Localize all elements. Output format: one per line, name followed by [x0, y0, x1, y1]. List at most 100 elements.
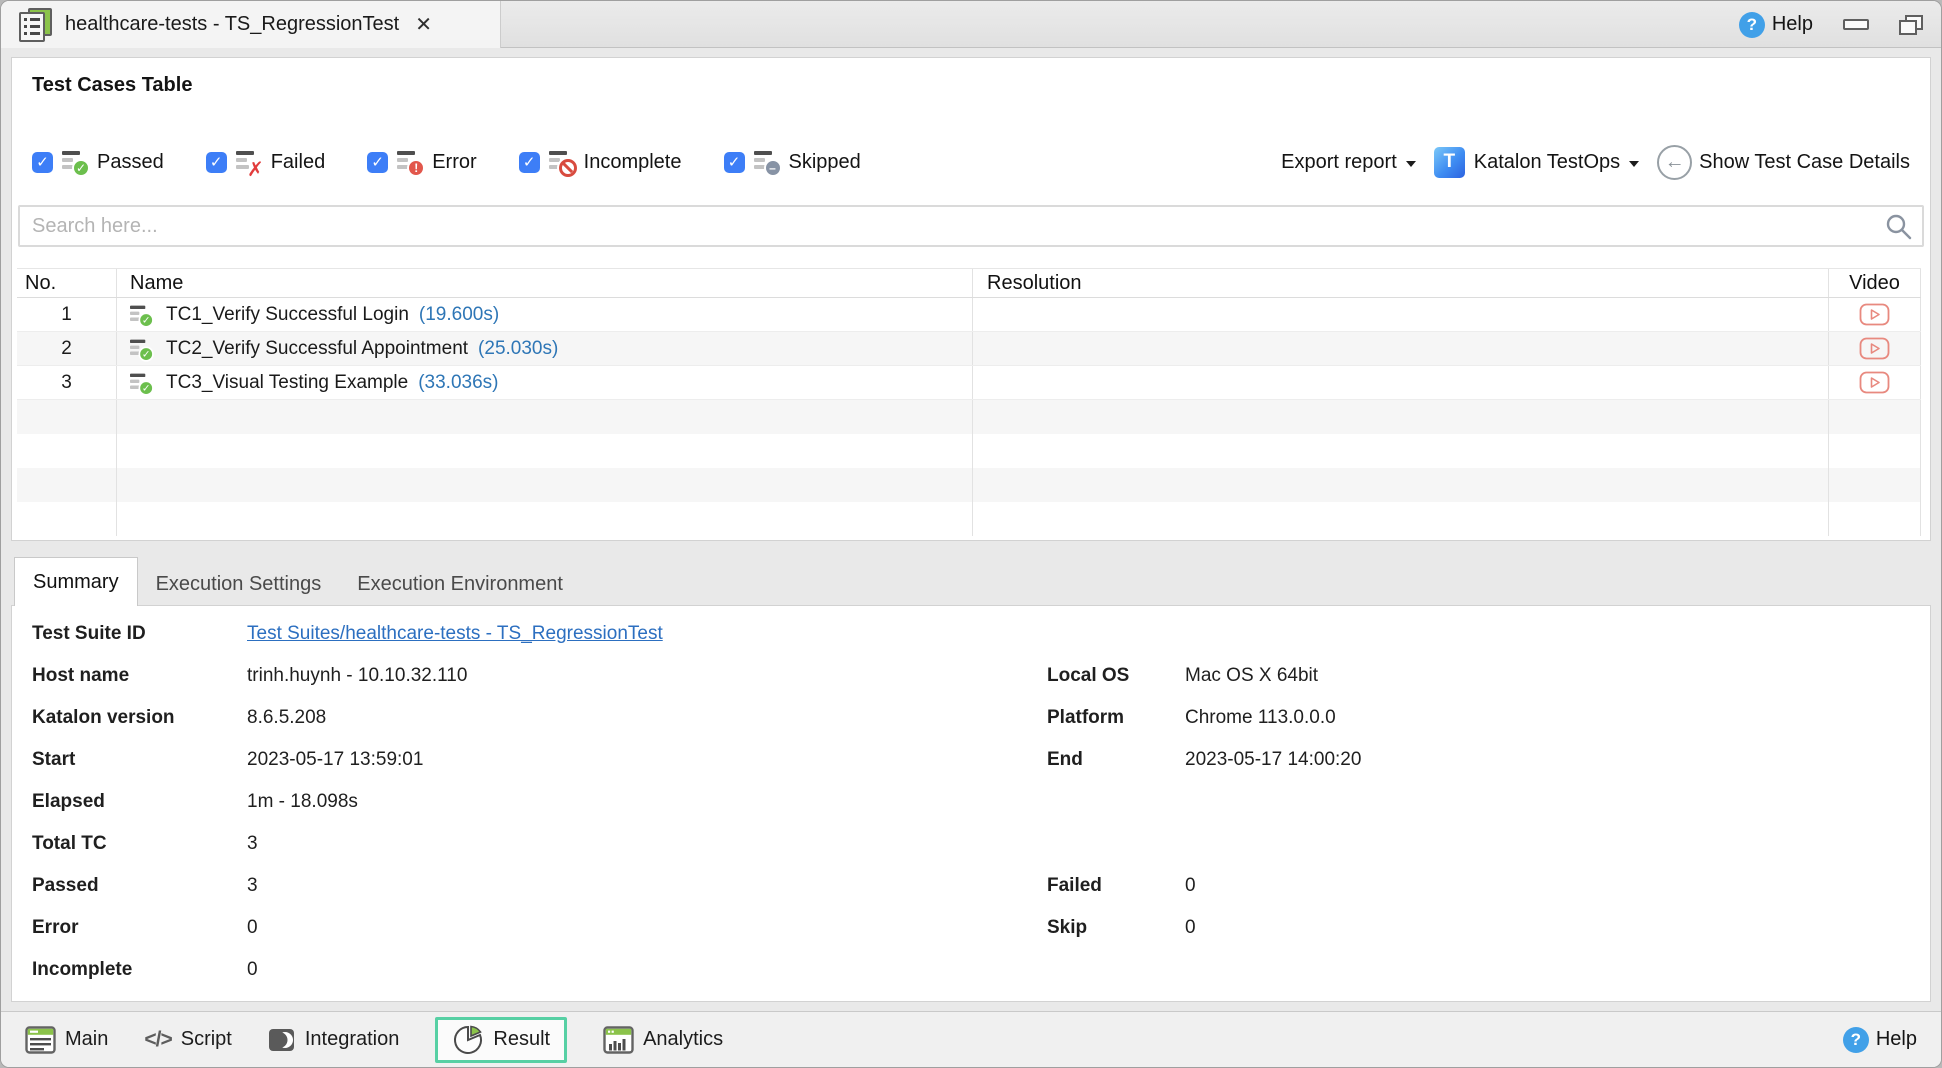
play-video-button[interactable]	[1859, 303, 1890, 326]
titlebar: healthcare-tests - TS_RegressionTest ✕ ?…	[1, 1, 1941, 48]
local-os-label: Local OS	[1047, 665, 1130, 686]
view-tab-script[interactable]: </> Script	[144, 1027, 232, 1051]
column-header-video[interactable]: Video	[1829, 269, 1921, 297]
restore-window-icon[interactable]	[1899, 14, 1923, 35]
resolution-cell	[973, 332, 1829, 365]
katalon-testops-button[interactable]: T Katalon TestOps	[1433, 146, 1640, 178]
document-tab-title: healthcare-tests - TS_RegressionTest	[65, 13, 400, 35]
script-icon: </>	[144, 1027, 172, 1051]
katalon-version-value: 8.6.5.208	[247, 707, 327, 728]
empty-table-row	[17, 468, 1921, 502]
search-box	[18, 205, 1924, 247]
filter-skipped[interactable]: ✓ – Skipped	[723, 149, 861, 177]
platform-value: Chrome 113.0.0.0	[1185, 707, 1336, 728]
test-case-duration: (25.030s)	[478, 337, 559, 359]
checkbox-checked[interactable]: ✓	[723, 151, 745, 173]
error-status-icon: !	[397, 149, 426, 177]
bottom-view-bar: Main </> Script Integration Result	[1, 1011, 1941, 1067]
filter-error[interactable]: ✓ ! Error	[367, 149, 477, 177]
tab-summary[interactable]: Summary	[14, 557, 138, 606]
passed-label: Passed	[32, 875, 99, 896]
start-label: Start	[32, 749, 76, 770]
passed-value: 3	[247, 875, 258, 896]
filter-row: ✓ ✓ Passed ✓ ✗ Failed ✓ !	[32, 142, 1910, 182]
minimize-icon[interactable]	[1843, 19, 1869, 30]
error-value: 0	[247, 917, 258, 938]
integration-icon	[268, 1028, 294, 1051]
empty-table-row	[17, 434, 1921, 468]
analytics-icon	[603, 1025, 634, 1054]
tab-execution-environment[interactable]: Execution Environment	[357, 573, 563, 595]
empty-table-row	[17, 400, 1921, 434]
error-label: Error	[32, 917, 79, 938]
empty-table-row	[17, 502, 1921, 536]
incomplete-value: 0	[247, 959, 258, 980]
resolution-cell	[973, 298, 1829, 331]
test-case-row[interactable]: 2 ✓ TC2_Verify Successful Appointment (2…	[17, 332, 1921, 366]
help-button[interactable]: ? Help	[1738, 11, 1813, 38]
test-case-row[interactable]: 3 ✓ TC3_Visual Testing Example (33.036s)	[17, 366, 1921, 400]
test-cases-panel: Test Cases Table ✓ ✓ Passed ✓ ✗ Failed ✓	[11, 57, 1931, 541]
test-case-duration: (19.600s)	[418, 303, 500, 325]
resolution-cell	[973, 366, 1829, 399]
column-header-name[interactable]: Name	[117, 269, 973, 297]
result-icon	[454, 1025, 483, 1054]
local-os-value: Mac OS X 64bit	[1185, 665, 1319, 686]
show-test-case-details-button[interactable]: ← Show Test Case Details	[1657, 144, 1910, 180]
skipped-status-icon: –	[753, 149, 782, 177]
passed-status-icon: ✓	[130, 371, 154, 396]
help-button[interactable]: ? Help	[1842, 1026, 1917, 1053]
host-name-value: trinh.huynh - 10.10.32.110	[247, 665, 468, 686]
checkbox-checked[interactable]: ✓	[518, 151, 540, 173]
play-video-button[interactable]	[1859, 337, 1890, 360]
checkbox-checked[interactable]: ✓	[367, 151, 389, 173]
test-case-row[interactable]: 1 ✓ TC1_Verify Successful Login (19.600s…	[17, 298, 1921, 332]
chevron-down-icon	[1405, 160, 1416, 167]
view-tab-analytics[interactable]: Analytics	[603, 1025, 723, 1054]
end-label: End	[1047, 749, 1083, 770]
column-header-resolution[interactable]: Resolution	[973, 269, 1829, 297]
test-case-duration: (33.036s)	[418, 371, 499, 393]
tab-execution-settings[interactable]: Execution Settings	[155, 573, 322, 595]
export-report-button[interactable]: Export report	[1281, 151, 1416, 174]
filter-failed[interactable]: ✓ ✗ Failed	[205, 149, 325, 180]
passed-status-icon: ✓	[62, 149, 90, 177]
platform-label: Platform	[1047, 707, 1125, 728]
katalon-version-label: Katalon version	[32, 707, 175, 728]
view-tab-main[interactable]: Main	[25, 1025, 108, 1054]
failed-status-icon: ✗	[235, 149, 264, 180]
arrow-left-circle-icon: ←	[1657, 144, 1693, 180]
play-video-button[interactable]	[1859, 371, 1890, 394]
skip-value: 0	[1185, 917, 1196, 938]
question-mark-icon: ?	[1738, 11, 1765, 38]
close-tab-icon[interactable]: ✕	[415, 14, 432, 36]
skip-label: Skip	[1047, 917, 1088, 938]
incomplete-label: Incomplete	[32, 959, 133, 980]
incomplete-status-icon	[548, 149, 577, 177]
passed-status-icon: ✓	[130, 303, 154, 328]
table-header: No. Name Resolution Video	[17, 268, 1921, 298]
checkbox-checked[interactable]: ✓	[205, 151, 227, 173]
column-header-no[interactable]: No.	[17, 269, 117, 297]
elapsed-label: Elapsed	[32, 791, 105, 812]
search-input[interactable]	[18, 205, 1924, 247]
test-suite-id-label: Test Suite ID	[32, 623, 146, 644]
filter-passed[interactable]: ✓ ✓ Passed	[32, 149, 164, 177]
host-name-label: Host name	[32, 665, 130, 686]
view-tab-result[interactable]: Result	[435, 1016, 568, 1063]
test-case-name[interactable]: TC2_Verify Successful Appointment	[166, 337, 469, 359]
filter-incomplete[interactable]: ✓ Incomplete	[518, 149, 682, 177]
checkbox-checked[interactable]: ✓	[32, 151, 53, 173]
test-case-name[interactable]: TC1_Verify Successful Login	[166, 303, 409, 325]
test-case-name[interactable]: TC3_Visual Testing Example	[166, 371, 409, 393]
document-tab[interactable]: healthcare-tests - TS_RegressionTest ✕	[1, 1, 501, 48]
failed-label: Failed	[1047, 875, 1102, 896]
test-suite-icon	[17, 6, 53, 44]
test-suite-link[interactable]: Test Suites/healthcare-tests - TS_Regres…	[247, 623, 663, 644]
panel-heading: Test Cases Table	[32, 74, 193, 96]
total-tc-value: 3	[247, 833, 258, 854]
view-tab-integration[interactable]: Integration	[268, 1027, 399, 1053]
passed-status-icon: ✓	[130, 337, 154, 362]
chevron-down-icon	[1629, 160, 1640, 167]
